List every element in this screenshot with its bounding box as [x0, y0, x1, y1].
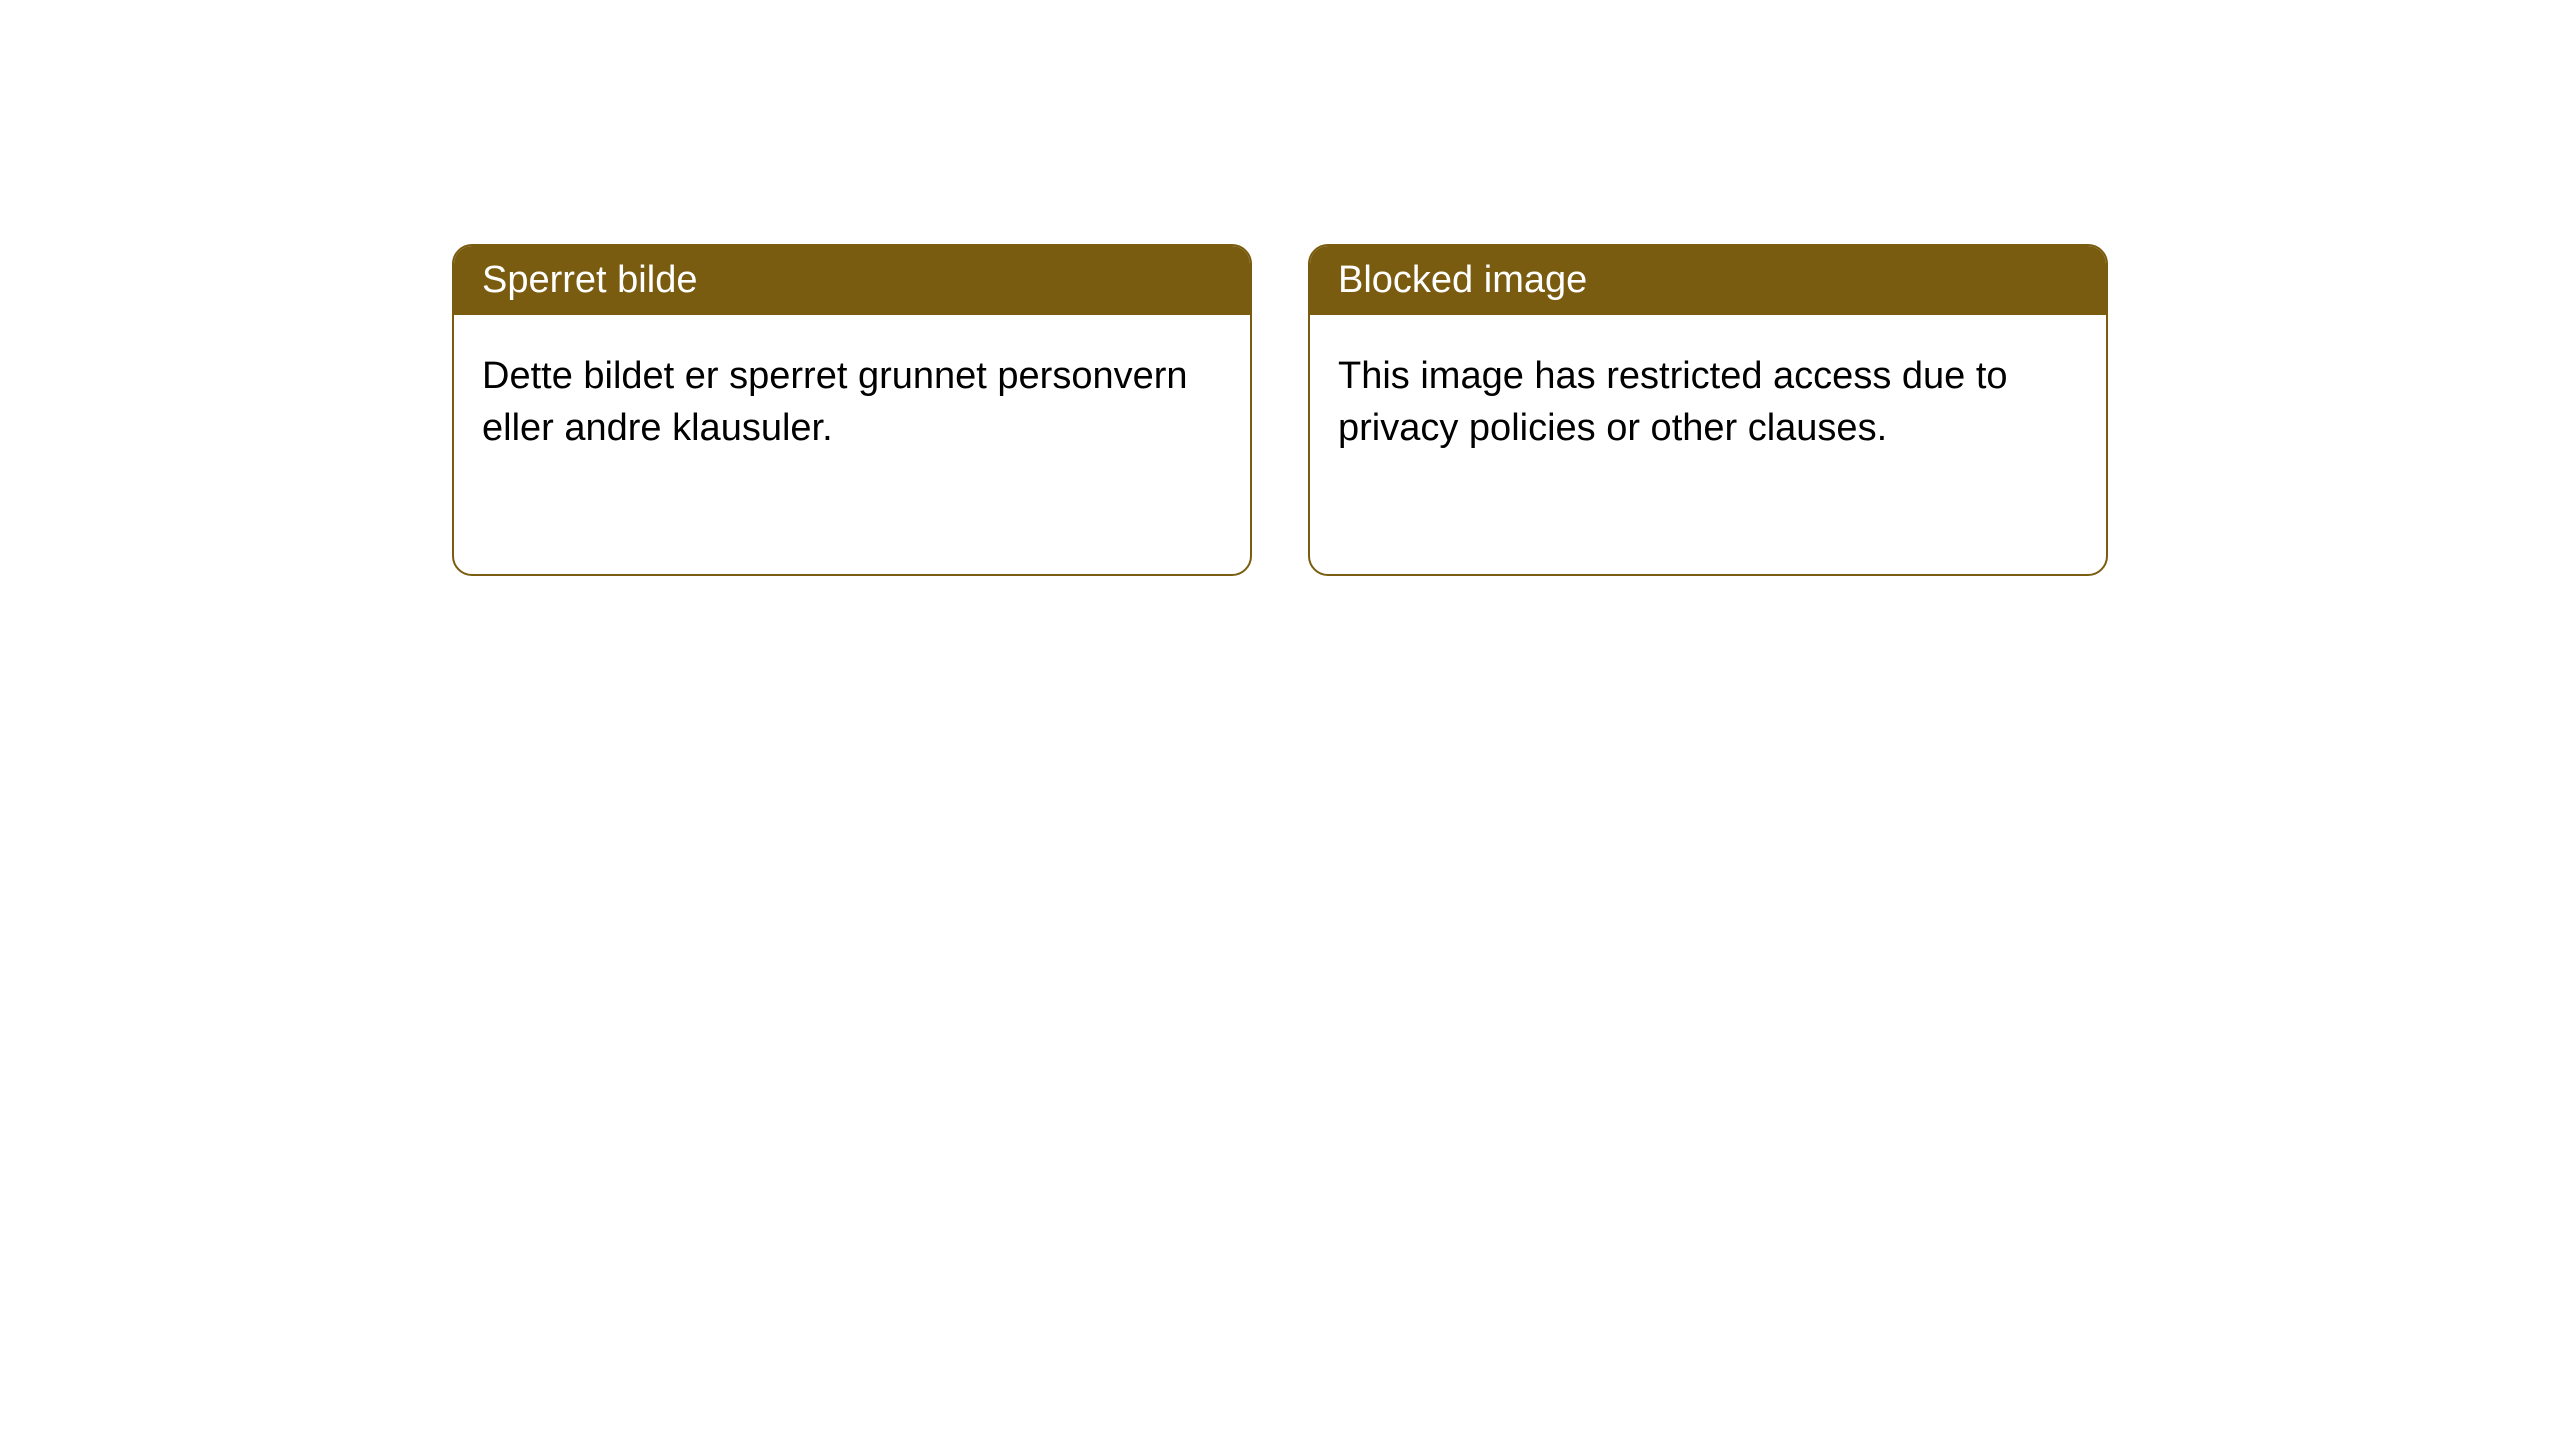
blocked-image-card-no: Sperret bilde Dette bildet er sperret gr… — [452, 244, 1252, 576]
notice-container: Sperret bilde Dette bildet er sperret gr… — [0, 0, 2560, 576]
card-body-no: Dette bildet er sperret grunnet personve… — [454, 315, 1250, 490]
blocked-image-card-en: Blocked image This image has restricted … — [1308, 244, 2108, 576]
card-header-en: Blocked image — [1310, 246, 2106, 315]
card-body-en: This image has restricted access due to … — [1310, 315, 2106, 490]
card-header-no: Sperret bilde — [454, 246, 1250, 315]
